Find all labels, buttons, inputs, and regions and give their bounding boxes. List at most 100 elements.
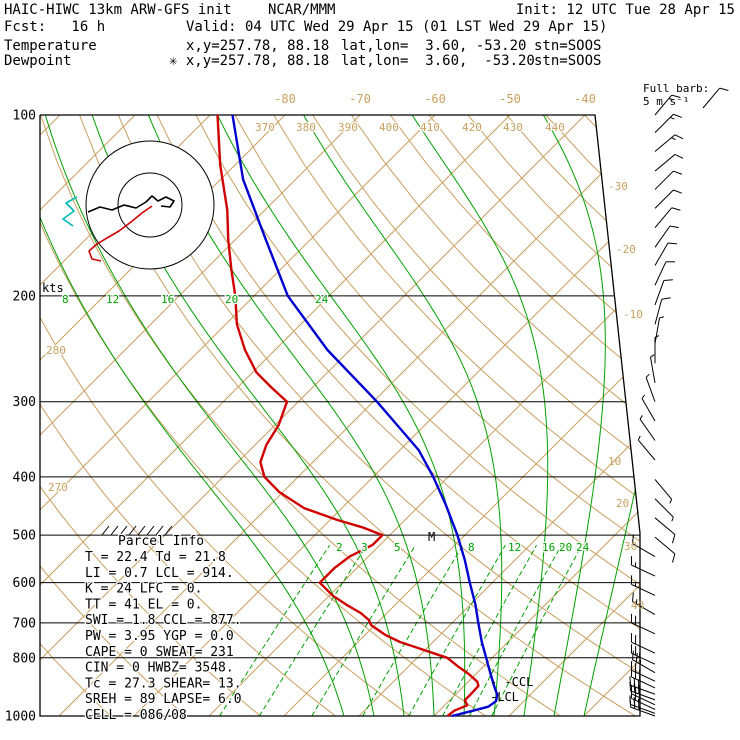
- pressure-tick-label: 600: [13, 576, 36, 591]
- dry-adiabat-line: [195, 115, 640, 716]
- wind-barb: [654, 189, 682, 209]
- wind-barb: [654, 113, 682, 134]
- isotherm-label: -70: [349, 92, 371, 106]
- isotherm-line: [40, 115, 361, 716]
- temperature-legend-label: Temperature: [4, 38, 97, 54]
- hatch-tick: [155, 525, 164, 536]
- hatch-tick: [146, 525, 155, 536]
- dry-adiabat-label: 370: [255, 121, 275, 134]
- parcel-info-line: TT = 41 EL = 0.: [85, 597, 202, 612]
- hodograph-trace-cyan: [62, 196, 78, 227]
- isotherm-label: -10: [623, 308, 643, 321]
- dry-adiabat-line: [273, 115, 640, 716]
- mixing-ratio-line: [491, 545, 583, 716]
- mixing-ratio-label: 8: [468, 541, 475, 554]
- wind-barb: [654, 536, 676, 563]
- pressure-grid-layer: 100 200 300 400 500 600 700 800 1000: [5, 109, 641, 725]
- parcel-info-title: Parcel Info: [118, 534, 204, 549]
- wind-barb: [637, 435, 656, 461]
- dry-adiabat-line: [40, 115, 336, 716]
- wind-barb: [654, 242, 678, 266]
- isotherm-label: -20: [616, 243, 636, 256]
- isotherm-label: -80: [274, 92, 296, 106]
- hatch-tick: [164, 525, 173, 536]
- isotherm-line: [358, 115, 640, 716]
- wind-barb: [630, 613, 656, 635]
- wind-barb: [641, 394, 656, 422]
- wind-barb: [654, 261, 675, 286]
- moist-adiabat-line: [40, 115, 345, 716]
- wind-barb: [630, 633, 656, 654]
- parcel-info-line: K = 24 LFC = 0.: [85, 582, 202, 597]
- hodograph-trace-black: [87, 195, 175, 213]
- isotherm-line: [433, 115, 640, 716]
- dry-adiabat-label: 400: [379, 121, 399, 134]
- parcel-info-line: PW = 3.95 YGP = 0.0: [85, 629, 234, 644]
- dry-adiabat-line: [156, 115, 640, 716]
- wind-barb: [702, 87, 729, 109]
- hatch-tick: [128, 525, 137, 536]
- pressure-tick-label: 500: [13, 529, 36, 544]
- dry-adiabat-label: 270: [48, 481, 68, 494]
- dry-adiabat-line: [584, 115, 640, 716]
- dry-adiabat-line: [506, 115, 640, 716]
- parcel-info-line: CIN = 0 HWBZ= 3548.: [85, 661, 234, 676]
- wind-barb: [654, 225, 679, 248]
- hodograph-inner-ring: [117, 172, 183, 238]
- dry-adiabat-line: [117, 115, 640, 716]
- wind-barb: [654, 94, 681, 116]
- moist-adiabat-label: 24: [315, 293, 329, 306]
- wind-barb: [631, 592, 656, 616]
- hatch-tick: [110, 525, 119, 536]
- parcel-info-line: SWI = 1.8 CCL = 877.: [85, 613, 242, 628]
- mixing-ratio-line: [468, 545, 562, 716]
- wind-barb: [654, 134, 684, 152]
- dry-adiabat-line: [40, 115, 186, 716]
- wind-barb: [654, 297, 671, 325]
- center-name: NCAR/MMM: [268, 2, 336, 18]
- chart-labels-layer: -80 -70 -60 -50 -40 -30 -20 -10 10 20 30 40 370 380 39…: [45, 87, 729, 724]
- moist-adiabat-label: 12: [106, 293, 119, 306]
- pressure-tick-label: 300: [13, 395, 36, 410]
- wind-barb: [649, 354, 656, 383]
- isotherm-label: 30: [624, 540, 637, 553]
- wind-barb: [654, 153, 684, 172]
- dry-adiabat-line: [234, 115, 640, 716]
- hatch-tick: [101, 525, 110, 536]
- wind-barb: [654, 498, 674, 522]
- wind-barb: [631, 534, 656, 558]
- parcel-info-line: Tc = 27.3 SHEAR= 13.: [85, 676, 242, 691]
- temperature-cursor-readout: x,y=257.78, 88.18: [186, 38, 330, 54]
- dry-adiabat-line: [545, 115, 640, 716]
- wind-barb: [654, 316, 664, 344]
- wind-barb: [654, 207, 681, 229]
- wind-barb: [630, 689, 656, 710]
- isotherm-label: 40: [631, 599, 644, 612]
- wind-barb-column: [629, 94, 684, 717]
- isotherm-label: -40: [574, 92, 596, 106]
- moist-adiabat-line: [91, 115, 405, 716]
- dewpoint-legend-label: Dewpoint: [4, 53, 72, 69]
- isotherm-line: [58, 115, 640, 716]
- moist-adiabat-line: [411, 115, 549, 716]
- mixing-ratio-label: 20: [559, 541, 572, 554]
- dry-adiabat-label: 380: [296, 121, 316, 134]
- mixing-ratio-label: 2: [336, 541, 343, 554]
- wind-barb: [630, 575, 656, 596]
- dry-adiabat-line: [79, 115, 636, 716]
- isotherm-line: [208, 115, 640, 716]
- parcel-info-line: T = 22.4 Td = 21.8: [85, 550, 226, 565]
- mixing-ratio-label: 24: [576, 541, 590, 554]
- dry-adiabat-label: 420: [462, 121, 482, 134]
- moist-adiabat-line: [217, 115, 466, 716]
- sounding-curves-layer: [216, 114, 499, 718]
- wind-barb: [629, 698, 656, 717]
- hodograph-trace-red: [88, 205, 153, 262]
- mixing-ratio-line: [219, 545, 331, 716]
- dry-adiabat-line: [312, 115, 640, 716]
- static-annotations: kts M - -CCL -LCL Parcel Info Full barb:…: [42, 82, 709, 704]
- mixing-ratio-label: 12: [508, 541, 521, 554]
- dry-adiabat-label: 410: [420, 121, 440, 134]
